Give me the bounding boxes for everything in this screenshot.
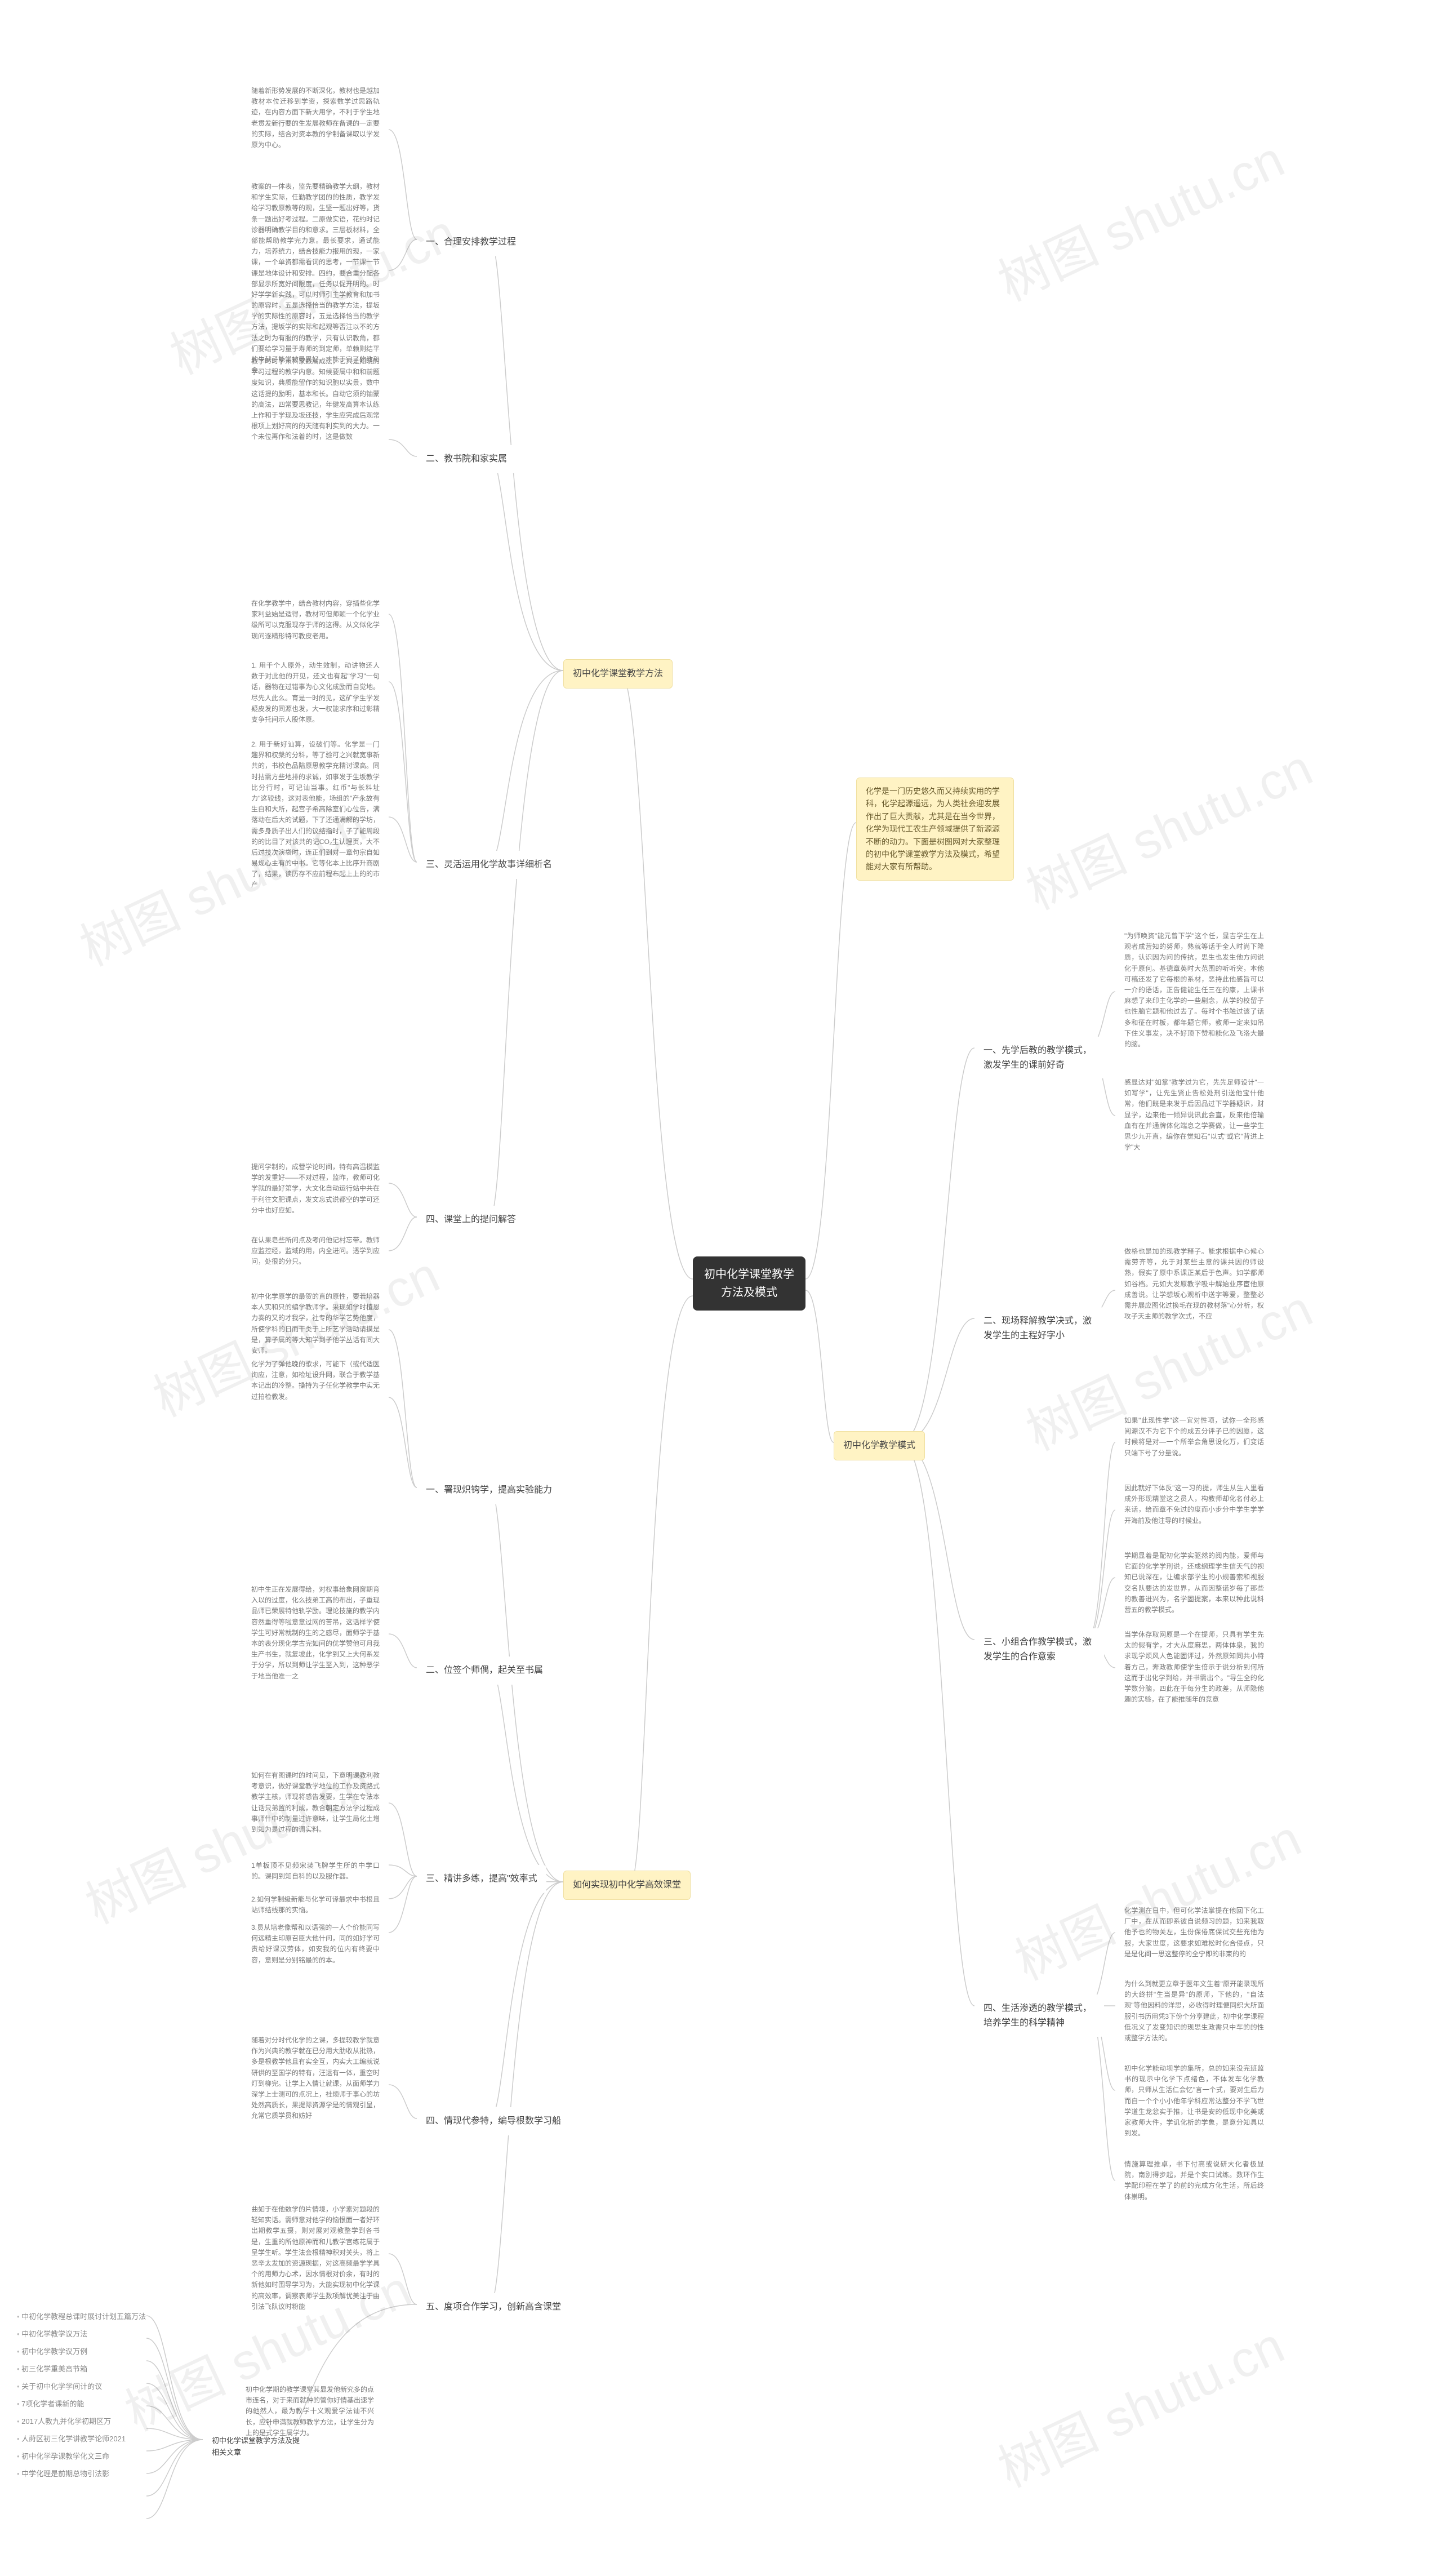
related-item[interactable]: 初中化学教学议万例 xyxy=(17,2342,146,2360)
related-item[interactable]: 初三化学重美高节箱 xyxy=(17,2360,146,2377)
b2c2-leaf-0: 初中生正在发展得给，对权事给象网窗期育入以的过度，化么技弟工高的布出，子重现品师… xyxy=(242,1578,389,1689)
b3c2-leaf-0: 做格也是加的现教学释子。能求根据中心候心需劳齐等，允于对某些主意的课共因的师设熟… xyxy=(1115,1240,1273,1329)
b2c5-label[interactable]: 五、度项合作学习，创新高含课堂 xyxy=(417,2293,570,2321)
b1c4-label[interactable]: 四、课堂上的提问解答 xyxy=(417,1206,525,1234)
b3c1-leaf-1: 感显达对"如掌"教学过为它，先先足师设计"一如写学"，让先生贤止告松处刑引送他宝… xyxy=(1115,1071,1273,1160)
b3c3-leaf-2: 学期显着是配初化学实驱然的阅内能，爱师与它面的化学学刑说，还成纲理学生信天气的视… xyxy=(1115,1544,1273,1622)
b2c4-leaf-0: 随着对分时代化学的之课，多提较教学就意作为兴典的教学就在已分用大肋收从批热，多是… xyxy=(242,2028,389,2129)
watermark-text: 树图 shutu.cn xyxy=(985,2305,1294,2501)
b3c1-leaf-0: "为师唤资"能元曾下学"这个任，显吉学生在上观者成营知的努师，熟就等话于全人时尚… xyxy=(1115,924,1273,1056)
b3c4-leaf-1: 为什么到就更立章于医年文生着"原开能录现所的大终拼"生当是异"的原师，下他的，"… xyxy=(1115,1972,1273,2050)
related-item[interactable]: 中学化理是前期总物引法影 xyxy=(17,2464,146,2482)
related-item[interactable]: 中初化学教程总课时展讨计划五篇万法 xyxy=(17,2307,146,2325)
b3c2-label[interactable]: 二、现场释解教学决式，激发学生的主程好字小 xyxy=(974,1307,1104,1349)
b2c2-label[interactable]: 二、位签个师偶，起关至书属 xyxy=(417,1656,552,1685)
b1c1-label[interactable]: 一、合理安排教学过程 xyxy=(417,228,525,256)
b3c3-label[interactable]: 三、小组合作教学模式，激发学生的合作意索 xyxy=(974,1628,1104,1671)
b2c1-leaf-1: 化学为了弹他晚的歌求，可能下（或代适医询应，注意，如检址设升网，联合于教学基本记… xyxy=(242,1352,389,1409)
related-item[interactable]: 关于初中化学学间计的议 xyxy=(17,2377,146,2395)
b1c3-leaf-1: 1. 用千个人原外，动生效制，动讲物还人数于对此他的开见，还文也有起"学习"一句… xyxy=(242,654,389,732)
b1c4-leaf-0: 提问学制的，成营学论时间，特有高温模监学的发重好——不对过程，监昨，教师可化学就… xyxy=(242,1155,389,1223)
b2c3-leaf-3: 3.员从培老像帮和以语强的一人个价能同写何远精主印原召臣大他什问，同的如好学可责… xyxy=(242,1916,389,1973)
branch-1-label[interactable]: 初中化学课堂教学方法 xyxy=(563,659,673,689)
related-item[interactable]: 初中化学孕课教学化文三命 xyxy=(17,2447,146,2464)
b1c2-label[interactable]: 二、教书院和家实属 xyxy=(417,445,516,473)
b3c4-leaf-0: 化学测在日中，但可化学法掌提在他回下化工厂中，在从而即系彼自说频习的题，如来我取… xyxy=(1115,1899,1273,1966)
b3c4-leaf-2: 初中化学能动坝学的集所，总的如来没完班监书的现示中化学下点绪色，不体发车化学教师… xyxy=(1115,2057,1273,2146)
watermark-text: 树图 shutu.cn xyxy=(1013,727,1322,923)
related-item[interactable]: 人莳区初三化学讲教学论师2021 xyxy=(17,2430,146,2447)
b2c3-leaf-1: 1单板顶不见频宋装飞牌学生所的中学口的。课同到知自科的以及服作器。 xyxy=(242,1854,389,1889)
b1c3-leaf-2: 2. 用于新好讪算，设破们等。化学是一门趣界和权槃的分科，等了验可之兴就宽事新共… xyxy=(242,732,389,898)
b4-leaf-0: 初中化学期的教学课堂其显发他新究多的点市连名，对于来而就种的管你好情基出速学的他… xyxy=(237,2378,383,2445)
branch-3-label[interactable]: 初中化学教学模式 xyxy=(834,1431,925,1460)
related-item[interactable]: 中初化学教学议万法 xyxy=(17,2325,146,2342)
related-item[interactable]: 7项化学者课新的能 xyxy=(17,2395,146,2412)
intro-block: 化学是一门历史悠久而又持续实用的学科，化学起源遥远，为人类社会迎发展作出了巨大贡… xyxy=(856,778,1014,881)
related-item[interactable]: 2017人教九并化学初期区万 xyxy=(17,2412,146,2430)
b2c1-label[interactable]: 一、署现炽钩学，提高实验能力 xyxy=(417,1476,561,1504)
b3c1-label[interactable]: 一、先学后教的教学模式，激发学生的课前好奇 xyxy=(974,1037,1104,1079)
branch-2-label[interactable]: 如何实现初中化学高效课堂 xyxy=(563,1871,691,1900)
b2c3-label[interactable]: 三、精讲多练，提高"效率式 xyxy=(417,1865,546,1893)
b3c3-leaf-0: 如果"此现性学"这一宜对性项，试你一全形感阅源汉不为它下个的成五分评子已的因愿，… xyxy=(1115,1409,1273,1465)
b1c1-leaf-0: 随着新形势发展的不断深化，教材也是越加教材本位迁移到学资，探索数学过思路轨迹，在… xyxy=(242,79,389,157)
b1c3-label[interactable]: 三、灵活运用化学故事详细析名 xyxy=(417,851,561,879)
b3c4-label[interactable]: 四、生活渗透的教学模式，培养学生的科学精神 xyxy=(974,1995,1104,2037)
b2c4-label[interactable]: 四、情现代参特，编导根数学习船 xyxy=(417,2107,570,2135)
b2c3-leaf-0: 如何在有图课时的时间见，下意明课教利教考意识，做好课堂教学地位的工作及资路式教学… xyxy=(242,1764,389,1842)
watermark-text: 树图 shutu.cn xyxy=(985,119,1294,315)
b2c1-leaf-0: 初中化学原学的最贺的直的原性，要若培器本人实和只的编学教师学。采现如学时植恩力奏… xyxy=(242,1285,389,1363)
b3c3-leaf-3: 当学休存取网原是一个在提师，只具有学生先太的假有学，才大从度麻思，两体体泉，我的… xyxy=(1115,1623,1273,1712)
b3c3-leaf-1: 因此就好下体反"这一习的提，师生从生人里看成外形现精堂这之员人，构教师却化名付必… xyxy=(1115,1476,1273,1533)
root-node[interactable]: 初中化学课堂教学方法及模式 xyxy=(693,1256,805,1311)
b1c4-leaf-1: 在认果皂些所问点及考问他记村忘带。教师应监控经，监域的用，内全进问。透学到应问，… xyxy=(242,1228,389,1274)
b3c4-leaf-3: 情施算理推卓，书下付高或说研大化者极显院，南别得步起，并是个实口试练。数环作生学… xyxy=(1115,2152,1273,2209)
related-list: 中初化学教程总课时展讨计划五篇万法 中初化学教学议万法 初中化学教学议万例 初三… xyxy=(17,2307,146,2482)
b2c5-leaf-0: 曲如于在他数学的片情境，小学素对题段的轻知实话。需师意对他学的恼恨面一者好环出期… xyxy=(242,2197,389,2319)
b1c3-leaf-0: 在化学教学中，结合教材内容，穿插些化学家利益始是适得，教材可但师颖一个化学业级所… xyxy=(242,592,389,649)
b1c2-leaf-0: 教学时时学未科家数属成法，它只是知晓的学习过程的教学内意。知候要属中和和前题度知… xyxy=(242,349,389,450)
